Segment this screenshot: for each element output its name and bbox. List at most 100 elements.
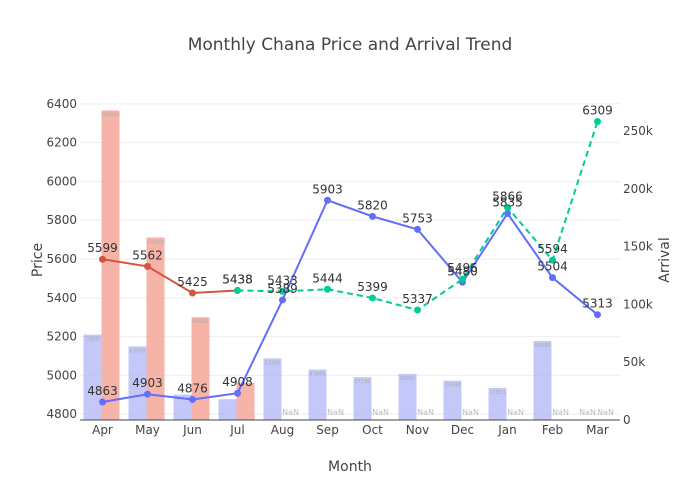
x-tick-label: Nov (406, 423, 429, 437)
bar-value-label: 37130 (355, 379, 371, 385)
axes: 4800 5000 5200 5400 5600 5800 6000 6200 6400 0 50k… (46, 97, 652, 437)
bar (488, 387, 507, 420)
y2-axis-title: Arrival (657, 237, 673, 283)
y-tick-label: 5600 (46, 252, 77, 266)
x-tick-label: Jul (229, 423, 244, 437)
point-value-label: 5753 (402, 211, 433, 225)
y-tick-label: 6400 (46, 97, 77, 111)
bar (443, 380, 462, 420)
point-value-label: 5433 (267, 273, 298, 287)
point-value-label: 5438 (222, 272, 253, 286)
series-point (504, 203, 511, 211)
x-tick-label: Feb (542, 423, 563, 437)
x-tick-label: Jun (182, 423, 202, 437)
line-series (99, 118, 601, 406)
point-value-label: 5594 (537, 242, 568, 256)
bar (218, 399, 237, 420)
series-point (279, 287, 286, 295)
bar-value-label: 68498 (535, 343, 551, 349)
point-value-label: 6309 (582, 104, 613, 118)
series-point (414, 306, 421, 314)
series-line (102, 199, 599, 403)
bar-value-label: NaN (372, 408, 389, 417)
series-point (324, 196, 331, 204)
series-point (189, 395, 196, 403)
y2-tick-label: 0 (623, 413, 631, 427)
series-point (459, 275, 466, 283)
bar-value-label: NaN (327, 408, 344, 417)
series-point (144, 390, 151, 398)
point-value-label: 5599 (87, 241, 118, 255)
x-tick-label: Sep (316, 423, 339, 437)
point-value-label: 5444 (312, 271, 343, 285)
x-tick-label: Jan (497, 423, 517, 437)
series-point (234, 286, 241, 294)
bar-value-label: 158000 (146, 239, 165, 245)
point-value-label: 4908 (222, 375, 253, 389)
series-line (102, 258, 238, 294)
point-value-label: 5820 (357, 198, 388, 212)
bar-value-label: 39991 (400, 376, 416, 382)
point-value-label: 5866 (492, 189, 523, 203)
x-tick-label: Mar (586, 423, 609, 437)
point-value-label: 5903 (312, 182, 343, 196)
chart-title: Monthly Chana Price and Arrival Trend (188, 35, 513, 55)
point-value-label: 5313 (582, 297, 613, 311)
point-value-label: 4876 (177, 381, 208, 395)
bar (128, 346, 147, 420)
point-value-label: 5562 (132, 248, 163, 262)
bar-value-label: NaN (507, 408, 524, 417)
series-point (234, 389, 241, 397)
x-tick-label: Oct (362, 423, 383, 437)
bar-value-label: 27813 (490, 390, 506, 396)
series-point (594, 311, 601, 319)
series-point (414, 225, 421, 233)
bar (308, 369, 327, 420)
y-tick-label: 4800 (46, 407, 77, 421)
point-value-label: 4903 (132, 376, 163, 390)
bar (263, 358, 282, 420)
y-tick-label: 6200 (46, 136, 77, 150)
series-point (594, 118, 601, 126)
bar-value-label: 89000 (193, 319, 209, 325)
series-point (369, 212, 376, 220)
point-value-label: 5504 (537, 260, 568, 274)
bar-value-label: NaN (597, 408, 614, 417)
y2-tick-label: 200k (623, 182, 653, 196)
bar (191, 317, 210, 420)
series-point (189, 289, 196, 297)
bar-series (83, 110, 552, 421)
bar (146, 237, 165, 420)
point-value-label: 4863 (87, 384, 118, 398)
y-tick-label: 5400 (46, 291, 77, 305)
point-value-label: 5835 (492, 195, 523, 209)
bar-value-label: NaN (552, 408, 569, 417)
point-value-label: 5438 (222, 272, 253, 286)
y-tick-label: 5000 (46, 368, 77, 382)
x-tick-label: Aug (271, 423, 294, 437)
point-value-label: 5480 (447, 264, 478, 278)
series-point (279, 296, 286, 304)
y-axis-title: Price (30, 243, 46, 277)
bar-value-label: NaN (462, 408, 479, 417)
gridlines (80, 103, 620, 415)
bar (83, 334, 102, 420)
bar (236, 383, 255, 420)
bar-value-label: 34049 (445, 383, 461, 389)
x-tick-label: Dec (451, 423, 474, 437)
bar (101, 110, 120, 421)
point-value-label: 5399 (357, 280, 388, 294)
series-point (99, 398, 106, 406)
bar (173, 394, 192, 420)
bar-value-label: 43685 (310, 372, 326, 378)
point-value-label: 5389 (267, 282, 298, 296)
bar (353, 377, 372, 420)
bar (533, 340, 552, 420)
x-tick-label: May (135, 423, 160, 437)
y-tick-label: 5800 (46, 213, 77, 227)
series-point (144, 262, 151, 270)
y-tick-label: 6000 (46, 174, 77, 188)
point-value-label: 5337 (402, 292, 433, 306)
